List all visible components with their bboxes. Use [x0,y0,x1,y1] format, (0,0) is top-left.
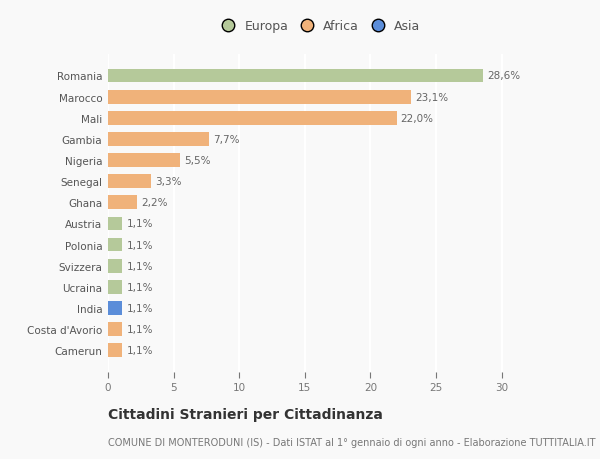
Text: COMUNE DI MONTERODUNI (IS) - Dati ISTAT al 1° gennaio di ogni anno - Elaborazion: COMUNE DI MONTERODUNI (IS) - Dati ISTAT … [108,437,595,447]
Bar [108,196,137,210]
Text: 22,0%: 22,0% [401,113,434,123]
Bar [108,280,122,294]
Text: 1,1%: 1,1% [127,219,153,229]
Bar [108,238,122,252]
Text: 5,5%: 5,5% [184,156,211,166]
Text: 7,7%: 7,7% [213,134,239,145]
Bar [108,302,122,315]
Text: 1,1%: 1,1% [127,346,153,356]
Bar [108,344,122,358]
Text: 23,1%: 23,1% [415,92,448,102]
Text: Cittadini Stranieri per Cittadinanza: Cittadini Stranieri per Cittadinanza [108,407,383,421]
Bar [108,133,209,146]
Bar [108,69,484,83]
Text: 3,3%: 3,3% [155,177,182,187]
Bar [108,217,122,231]
Text: 1,1%: 1,1% [127,325,153,335]
Bar [108,154,180,168]
Text: 28,6%: 28,6% [487,71,520,81]
Text: 1,1%: 1,1% [127,261,153,271]
Text: 1,1%: 1,1% [127,282,153,292]
Text: 1,1%: 1,1% [127,303,153,313]
Text: 2,2%: 2,2% [141,198,167,208]
Bar [108,90,411,104]
Legend: Europa, Africa, Asia: Europa, Africa, Asia [215,20,421,33]
Text: 1,1%: 1,1% [127,240,153,250]
Bar [108,175,151,189]
Bar [108,112,397,125]
Bar [108,323,122,336]
Bar [108,259,122,273]
